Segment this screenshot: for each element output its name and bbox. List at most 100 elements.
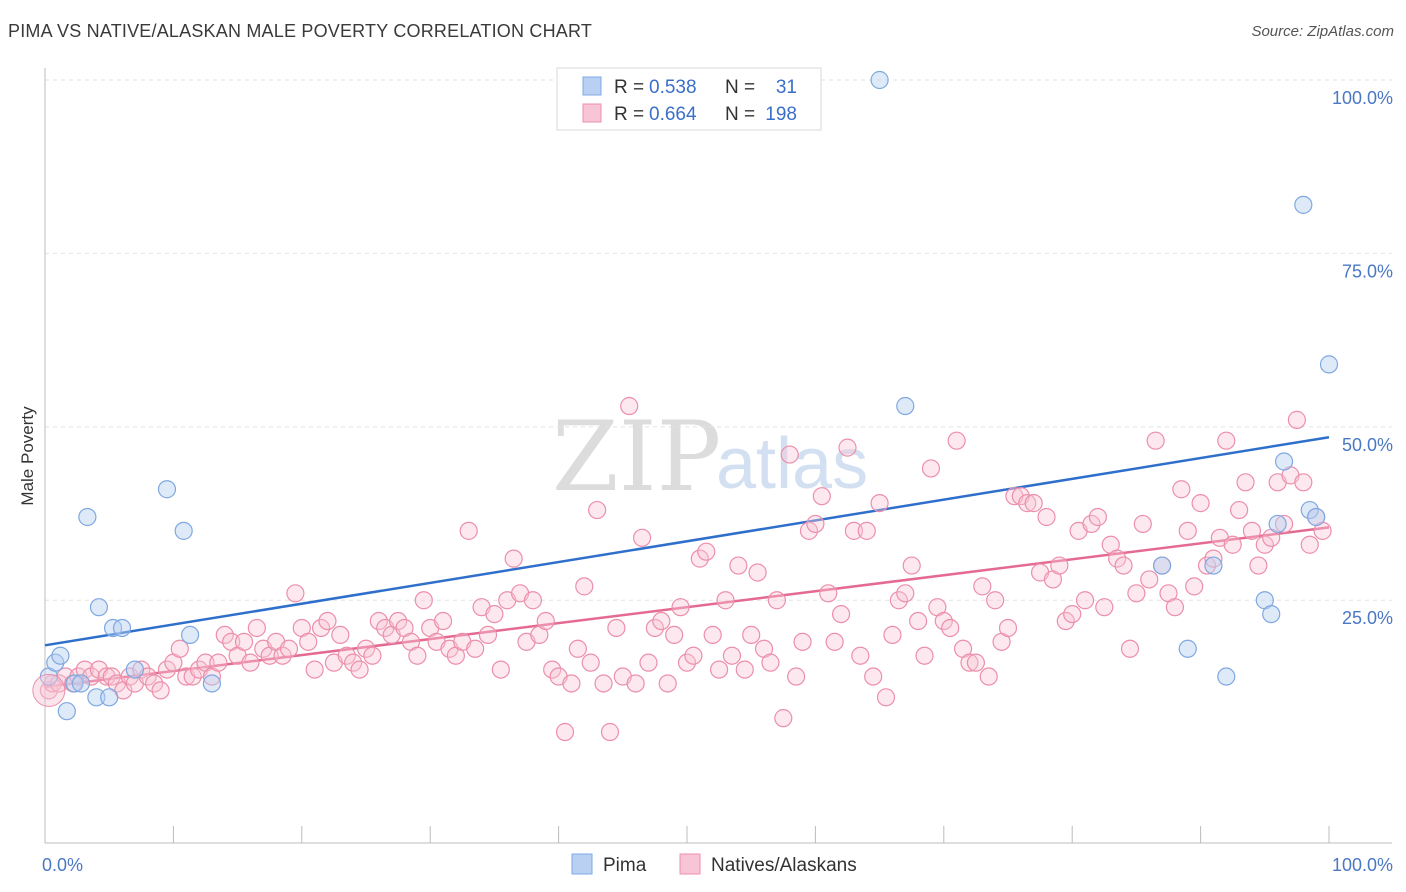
point-natives [1287, 410, 1307, 429]
point-natives [369, 611, 388, 631]
point-natives [915, 646, 934, 665]
point-pima [870, 70, 889, 90]
point-natives [1255, 535, 1274, 554]
y-tick-labels: 25.0% 50.0% 75.0% 100.0% [1332, 88, 1393, 628]
point-pima [125, 660, 144, 679]
point-natives [1120, 639, 1140, 658]
point-natives [466, 639, 485, 658]
point-pima [1152, 556, 1172, 575]
point-natives [157, 660, 177, 679]
point-natives [433, 611, 453, 631]
point-natives [1294, 473, 1313, 492]
point-natives [973, 577, 992, 596]
point-pima [51, 646, 70, 665]
point-pima [1319, 355, 1339, 374]
point-natives [793, 632, 812, 651]
point-natives [812, 487, 831, 506]
point-natives [575, 577, 594, 596]
point-natives [363, 646, 382, 665]
point-pima [1307, 507, 1326, 527]
point-natives [1024, 494, 1043, 513]
point-natives [389, 611, 408, 631]
point-natives [677, 653, 697, 672]
point-natives [318, 611, 337, 631]
point-natives [658, 674, 677, 693]
point-natives [831, 604, 851, 624]
chart-title: PIMA VS NATIVE/ALASKAN MALE POVERTY CORR… [8, 21, 593, 41]
point-natives [703, 625, 722, 645]
point-natives [581, 653, 600, 672]
point-natives [697, 542, 716, 561]
y-tick-label: 25.0% [1342, 608, 1393, 628]
point-natives [1236, 473, 1255, 492]
point-natives [690, 549, 709, 568]
point-natives [1172, 480, 1191, 499]
point-natives [344, 653, 363, 672]
point-natives [1197, 556, 1217, 575]
point-natives [1300, 535, 1319, 554]
point-natives [183, 667, 202, 686]
watermark-atlas: atlas [716, 424, 868, 504]
point-natives [1217, 431, 1236, 450]
point-natives [536, 611, 555, 631]
point-natives [459, 521, 478, 540]
point-pima [180, 625, 200, 645]
point-natives [555, 722, 575, 742]
point-natives-cluster [32, 673, 66, 707]
legend-swatch-pima [582, 76, 602, 96]
point-natives [774, 709, 793, 728]
point-pima [89, 598, 109, 617]
legend-r-label-pima: R = [614, 77, 644, 98]
point-natives [1127, 584, 1146, 603]
point-natives [1249, 556, 1268, 575]
point-pima [1274, 452, 1294, 471]
point-pima [1262, 604, 1281, 624]
point-natives [356, 639, 376, 658]
point-natives [82, 667, 101, 686]
point-pima [1217, 667, 1236, 686]
point-pima [65, 674, 84, 693]
y-tick-label: 75.0% [1342, 261, 1393, 281]
point-pima [174, 521, 193, 540]
point-natives [478, 625, 498, 645]
point-natives [600, 722, 620, 742]
point-natives [1133, 514, 1152, 534]
point-pima [202, 674, 222, 693]
point-natives [1063, 604, 1082, 624]
point-natives [934, 611, 953, 631]
point-natives [151, 681, 170, 700]
x-tick-label: 0.0% [42, 855, 83, 875]
point-natives [408, 646, 427, 665]
point-natives [665, 625, 684, 645]
point-natives [709, 660, 729, 679]
x-tick-label: 100.0% [1332, 855, 1393, 875]
point-natives [1050, 556, 1069, 575]
y-tick-label: 100.0% [1332, 88, 1393, 108]
point-pima [1204, 556, 1223, 575]
point-natives [1242, 521, 1262, 540]
top-legend: R = 0.538 N = 31 R = 0.664 N = 198 [556, 67, 822, 131]
axes [44, 68, 1392, 844]
point-natives [504, 549, 523, 568]
point-natives [857, 521, 876, 540]
point-natives [960, 653, 979, 672]
point-natives [1140, 570, 1159, 589]
legend-n-label-natives: N = [725, 104, 755, 125]
point-natives [883, 625, 902, 645]
point-natives [1056, 611, 1075, 631]
watermark: ZIP atlas [552, 401, 868, 513]
point-natives [543, 660, 562, 679]
point-natives [799, 521, 819, 540]
trend-line-pima [44, 435, 1330, 647]
point-natives [896, 584, 915, 603]
bottom-legend: Pima Natives/Alaskans [571, 853, 857, 876]
watermark-zip: ZIP [552, 401, 721, 513]
point-natives [273, 646, 292, 665]
point-natives [234, 632, 254, 651]
legend-swatch-natives [582, 103, 602, 123]
point-natives [279, 639, 299, 658]
point-pima [1300, 500, 1319, 520]
point-natives [639, 653, 658, 672]
point-natives [979, 667, 998, 686]
point-pima [112, 618, 132, 638]
